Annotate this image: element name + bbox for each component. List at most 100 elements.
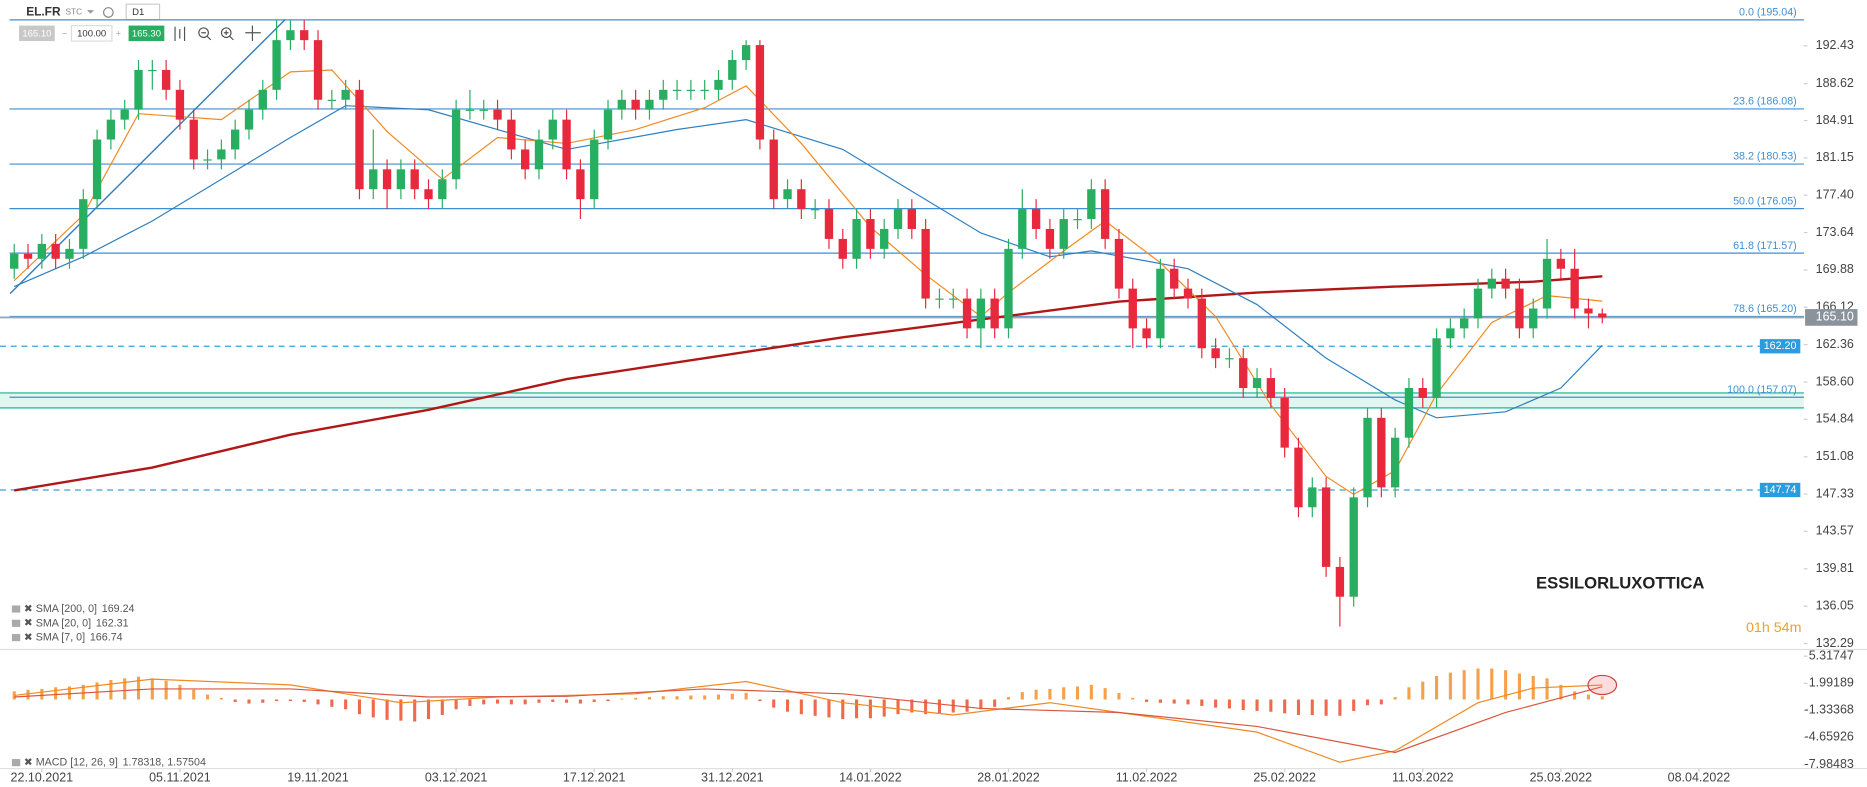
toolbar: EL.FR STC D1 165.10 − 100.00 + 165.30: [19, 3, 261, 42]
candle-body: [355, 89, 364, 190]
candle-body: [286, 30, 295, 41]
legend-name: SMA [7, 0]: [36, 631, 85, 643]
macd-bar: [799, 699, 803, 715]
volume[interactable]: 100.00: [77, 28, 106, 39]
candle-body: [562, 119, 571, 170]
candle-body: [949, 298, 958, 300]
x-tick-label: 17.12.2021: [563, 770, 626, 784]
macd-bar: [275, 699, 279, 702]
candle-body: [382, 169, 392, 190]
mode[interactable]: STC: [65, 7, 82, 17]
y-tick-label: 188.62: [1816, 76, 1854, 90]
macd-bar: [136, 676, 141, 700]
macd-bar: [1338, 699, 1342, 716]
bid[interactable]: 165.10: [22, 28, 51, 39]
candle-body: [976, 298, 986, 329]
candle-body: [396, 169, 406, 190]
candle-body: [479, 109, 488, 111]
candle-body: [921, 228, 930, 299]
macd-bar: [523, 699, 527, 705]
macd-bar: [206, 694, 210, 700]
macd-bar: [1462, 670, 1466, 700]
candle-body: [203, 159, 212, 161]
candle-body: [1349, 497, 1358, 597]
candle-body: [493, 109, 502, 120]
dropdown-arrow[interactable]: [86, 10, 95, 14]
last-price-label: 165.10: [1816, 310, 1854, 324]
volume-box[interactable]: [70, 24, 113, 42]
macd-bar: [1048, 688, 1052, 700]
macd-bar: [1517, 673, 1521, 700]
candle-body: [714, 79, 723, 90]
interval[interactable]: D1: [132, 7, 144, 18]
candle-body: [10, 253, 19, 269]
y-tick-label: 154.84: [1816, 412, 1854, 426]
legend-icon: [11, 634, 21, 642]
candle-body: [769, 139, 778, 200]
sma-line: [13, 275, 1603, 492]
ask[interactable]: 165.30: [132, 28, 161, 39]
macd-bar: [495, 699, 500, 704]
candle-body: [576, 169, 585, 200]
y2-tick-label: 1.99189: [1809, 676, 1854, 690]
legend-entry: SMA [20, 0] 162.31: [36, 617, 129, 629]
fib-label: 23.6 (186.08): [1733, 96, 1797, 108]
macd-bar: [1062, 687, 1066, 700]
legend-entry: SMA [200, 0] 169.24: [36, 603, 135, 615]
candle-body: [672, 89, 682, 92]
macd-bar: [551, 699, 555, 702]
candle-body: [824, 209, 834, 239]
candle-body: [1239, 358, 1248, 388]
candle-body: [1598, 313, 1607, 318]
candle-body: [1377, 417, 1386, 488]
candle-body: [1280, 397, 1289, 448]
plus[interactable]: +: [115, 28, 121, 39]
macd-bar: [1352, 699, 1356, 711]
candle-body: [231, 129, 240, 150]
fib-label: 100.0 (157.07): [1727, 384, 1797, 396]
candle-body: [258, 89, 267, 110]
highlight-circle: [1587, 674, 1618, 696]
candle-body: [1432, 338, 1441, 398]
y-tick-label: 184.91: [1816, 113, 1854, 127]
candle-body: [313, 40, 323, 100]
fib-label: 78.6 (165.20): [1733, 303, 1797, 315]
sma-line: [13, 69, 1603, 496]
candle-body: [1031, 209, 1041, 229]
level-label: 147.74: [1764, 484, 1797, 496]
macd-bar: [1186, 699, 1190, 705]
minus[interactable]: −: [62, 28, 68, 39]
legend-close: ✖: [24, 617, 33, 629]
macd-bar: [1006, 697, 1011, 700]
candle-body: [410, 169, 419, 190]
symbol[interactable]: EL.FR: [26, 5, 61, 19]
bid-box[interactable]: [19, 25, 55, 42]
candle-body: [1556, 258, 1566, 269]
macd-bar: [316, 699, 320, 705]
macd-bar: [606, 699, 610, 702]
info-icon[interactable]: [102, 7, 114, 18]
tool-icons[interactable]: [174, 25, 261, 42]
candle-body: [1363, 417, 1372, 498]
candle-body: [645, 99, 654, 110]
macd-bar: [426, 699, 431, 720]
macd-bar: [192, 689, 196, 700]
candle-body: [161, 69, 171, 90]
macd-bar: [123, 678, 127, 700]
macd-bar: [772, 699, 776, 708]
candle-body: [189, 119, 198, 160]
macd-bar: [993, 699, 997, 707]
macd-bar: [730, 693, 734, 700]
candle-body: [935, 298, 944, 300]
y2-tick-label: 5.31747: [1809, 648, 1854, 662]
ask-box[interactable]: [128, 25, 165, 42]
x-tick-label: 14.01.2022: [839, 770, 902, 784]
macd-bar: [1407, 687, 1411, 700]
candle-body: [1004, 248, 1013, 329]
macd-bar: [482, 699, 486, 705]
level-badge: [1759, 339, 1801, 354]
macd-bar: [1573, 691, 1577, 700]
candle-body: [1073, 219, 1082, 221]
macd-line: [14, 678, 1603, 763]
macd-bar: [647, 697, 651, 700]
